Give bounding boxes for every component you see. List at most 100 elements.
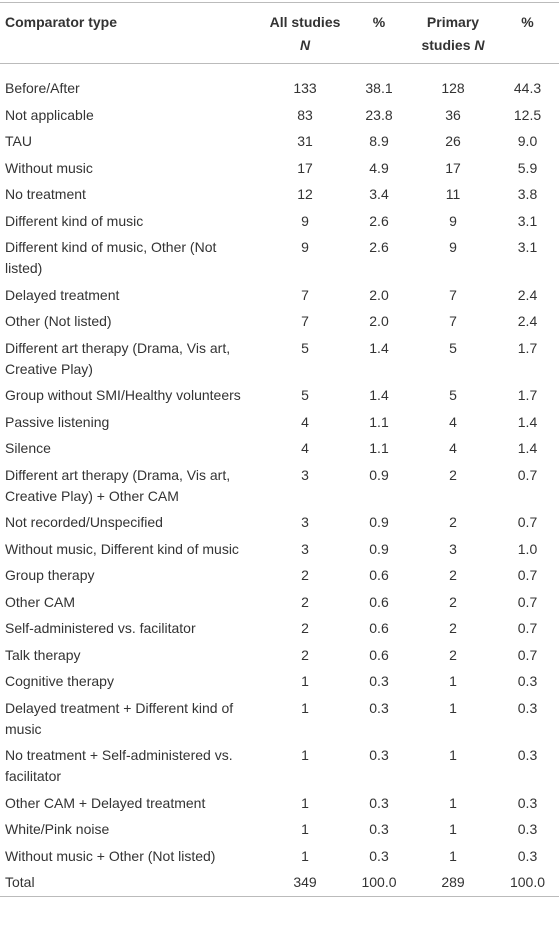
cell-value: 9 (449, 212, 457, 229)
table-row: Different kind of music, Other (Not list… (0, 234, 559, 282)
cell-value: 2 (301, 646, 309, 663)
cell-value: 0.7 (517, 593, 538, 610)
row-label: Without music + Other (Not listed) (5, 847, 216, 864)
table-row: No treatment + Self-administered vs. fac… (0, 742, 559, 790)
cell-value: 1.7 (517, 339, 538, 356)
cell-value: 0.7 (517, 646, 538, 663)
header-cell: % (348, 2, 410, 64)
cell-value: 349 (262, 869, 348, 897)
row-label: Cognitive therapy (5, 673, 114, 689)
row-label: No treatment (5, 186, 86, 202)
header-row: Comparator type All studies N% Primary stu… (0, 2, 559, 64)
cell-value: 0.3 (369, 794, 389, 811)
table-row: Not recorded/Unspecified 3 0.9 2 0.7 (0, 509, 559, 536)
cell-value: 3.4 (369, 186, 389, 202)
cell-value: 0.7 (517, 466, 538, 483)
header-text: Primary studies (421, 14, 480, 53)
table-row: Delayed treatment 7 2.0 7 2.4 (0, 282, 559, 309)
cell-value: 5 (301, 387, 309, 403)
table-row: Group therapy 2 0.6 2 0.7 (0, 562, 559, 589)
cell-value: 0.3 (517, 699, 538, 716)
cell-value: 4.9 (369, 159, 389, 176)
header-italic: N (474, 37, 485, 53)
header-italic: N (299, 37, 311, 53)
cell-value: 1 (449, 847, 457, 864)
cell-value: 12.5 (513, 106, 542, 123)
row-label: No treatment + Self-administered vs. fac… (5, 747, 233, 784)
cell-value: 3 (449, 540, 457, 557)
cell-value: 0.3 (517, 821, 538, 837)
row-label: Group therapy (5, 567, 95, 583)
cell-value: 23.8 (365, 106, 393, 123)
cell-value: 7 (449, 286, 457, 303)
table-row: Without music + Other (Not listed) 1 0.3 1 0… (0, 843, 559, 870)
cell-value: 0.7 (517, 514, 538, 530)
cell-value: 2 (449, 593, 457, 610)
table-row: Silence 4 1.1 4 1.4 (0, 435, 559, 462)
cell-value: 0.6 (369, 593, 389, 610)
table-row: TAU 31 8.9 26 9.0 (0, 128, 559, 155)
cell-value: 1 (301, 699, 309, 716)
table-row: Other (Not listed) 7 2.0 7 2.4 (0, 308, 559, 335)
row-label: Other CAM (5, 593, 76, 610)
cell-value: 83 (297, 106, 313, 123)
cell-value: 11 (445, 186, 461, 202)
cell-value: 4 (449, 413, 457, 430)
row-label: Other (Not listed) (5, 313, 112, 329)
table-row: Group without SMI/Healthy volunteers 5 1.4… (0, 382, 559, 409)
cell-value: 2 (301, 567, 309, 583)
row-label: Talk therapy (5, 646, 81, 663)
table-row: Cognitive therapy 1 0.3 1 0.3 (0, 668, 559, 695)
cell-value: 1 (301, 821, 309, 837)
row-label: Group without SMI/Healthy volunteers (5, 387, 241, 403)
cell-value: 3.1 (517, 212, 538, 229)
cell-value: 2 (449, 646, 457, 663)
cell-value: 1 (449, 794, 457, 811)
row-label: Self-administered vs. facilitator (5, 620, 196, 636)
table-row: White/Pink noise 1 0.3 1 0.3 (0, 816, 559, 843)
cell-value: 17 (445, 159, 461, 176)
row-label: Delayed treatment + Different kind of mu… (5, 699, 234, 737)
cell-value: 38.1 (365, 80, 393, 96)
cell-value: 9.0 (517, 133, 538, 149)
row-label: Not applicable (5, 106, 94, 123)
cell-value: 1 (449, 821, 457, 837)
cell-value: 9 (301, 239, 309, 255)
cell-value: 0.3 (369, 673, 389, 689)
cell-value: 5.9 (517, 159, 538, 176)
table-row: Self-administered vs. facilitator 2 0.6 2 0.… (0, 615, 559, 642)
cell-value: 0.3 (517, 847, 538, 864)
row-label: Total (0, 869, 262, 897)
cell-value: 36 (445, 106, 461, 123)
cell-value: 12 (297, 186, 313, 202)
row-label: Not recorded/Unspecified (5, 514, 163, 530)
cell-value: 3.8 (517, 186, 538, 202)
cell-value: 26 (445, 133, 461, 149)
cell-value: 0.6 (369, 620, 389, 636)
table-row: Other CAM 2 0.6 2 0.7 (0, 589, 559, 616)
cell-value: 1.4 (517, 440, 538, 456)
cell-value: 0.6 (369, 646, 389, 663)
table-header: Comparator type All studies N% Primary stu… (0, 2, 559, 64)
cell-value: 1 (449, 699, 457, 716)
table-row: Different kind of music 9 2.6 9 3.1 (0, 208, 559, 235)
cell-value: 3 (301, 540, 309, 557)
row-label: TAU (5, 133, 32, 149)
cell-value: 1.4 (517, 413, 538, 430)
cell-value: 3.1 (517, 239, 538, 255)
cell-value: 100.0 (348, 869, 410, 897)
cell-value: 8.9 (369, 133, 389, 149)
row-label: Silence (5, 440, 51, 456)
table-body: Before/After 133 38.1 128 44.3 Not applicable… (0, 64, 559, 897)
cell-value: 2 (449, 567, 457, 583)
cell-value: 5 (449, 387, 457, 403)
row-label: Before/After (5, 80, 80, 96)
cell-value: 1 (449, 747, 457, 763)
cell-value: 100.0 (496, 869, 559, 897)
cell-value: 2.4 (517, 286, 538, 303)
row-label: White/Pink noise (5, 821, 110, 837)
cell-value: 0.3 (369, 821, 389, 837)
cell-value: 0.7 (517, 567, 538, 583)
cell-value: 9 (449, 239, 457, 255)
